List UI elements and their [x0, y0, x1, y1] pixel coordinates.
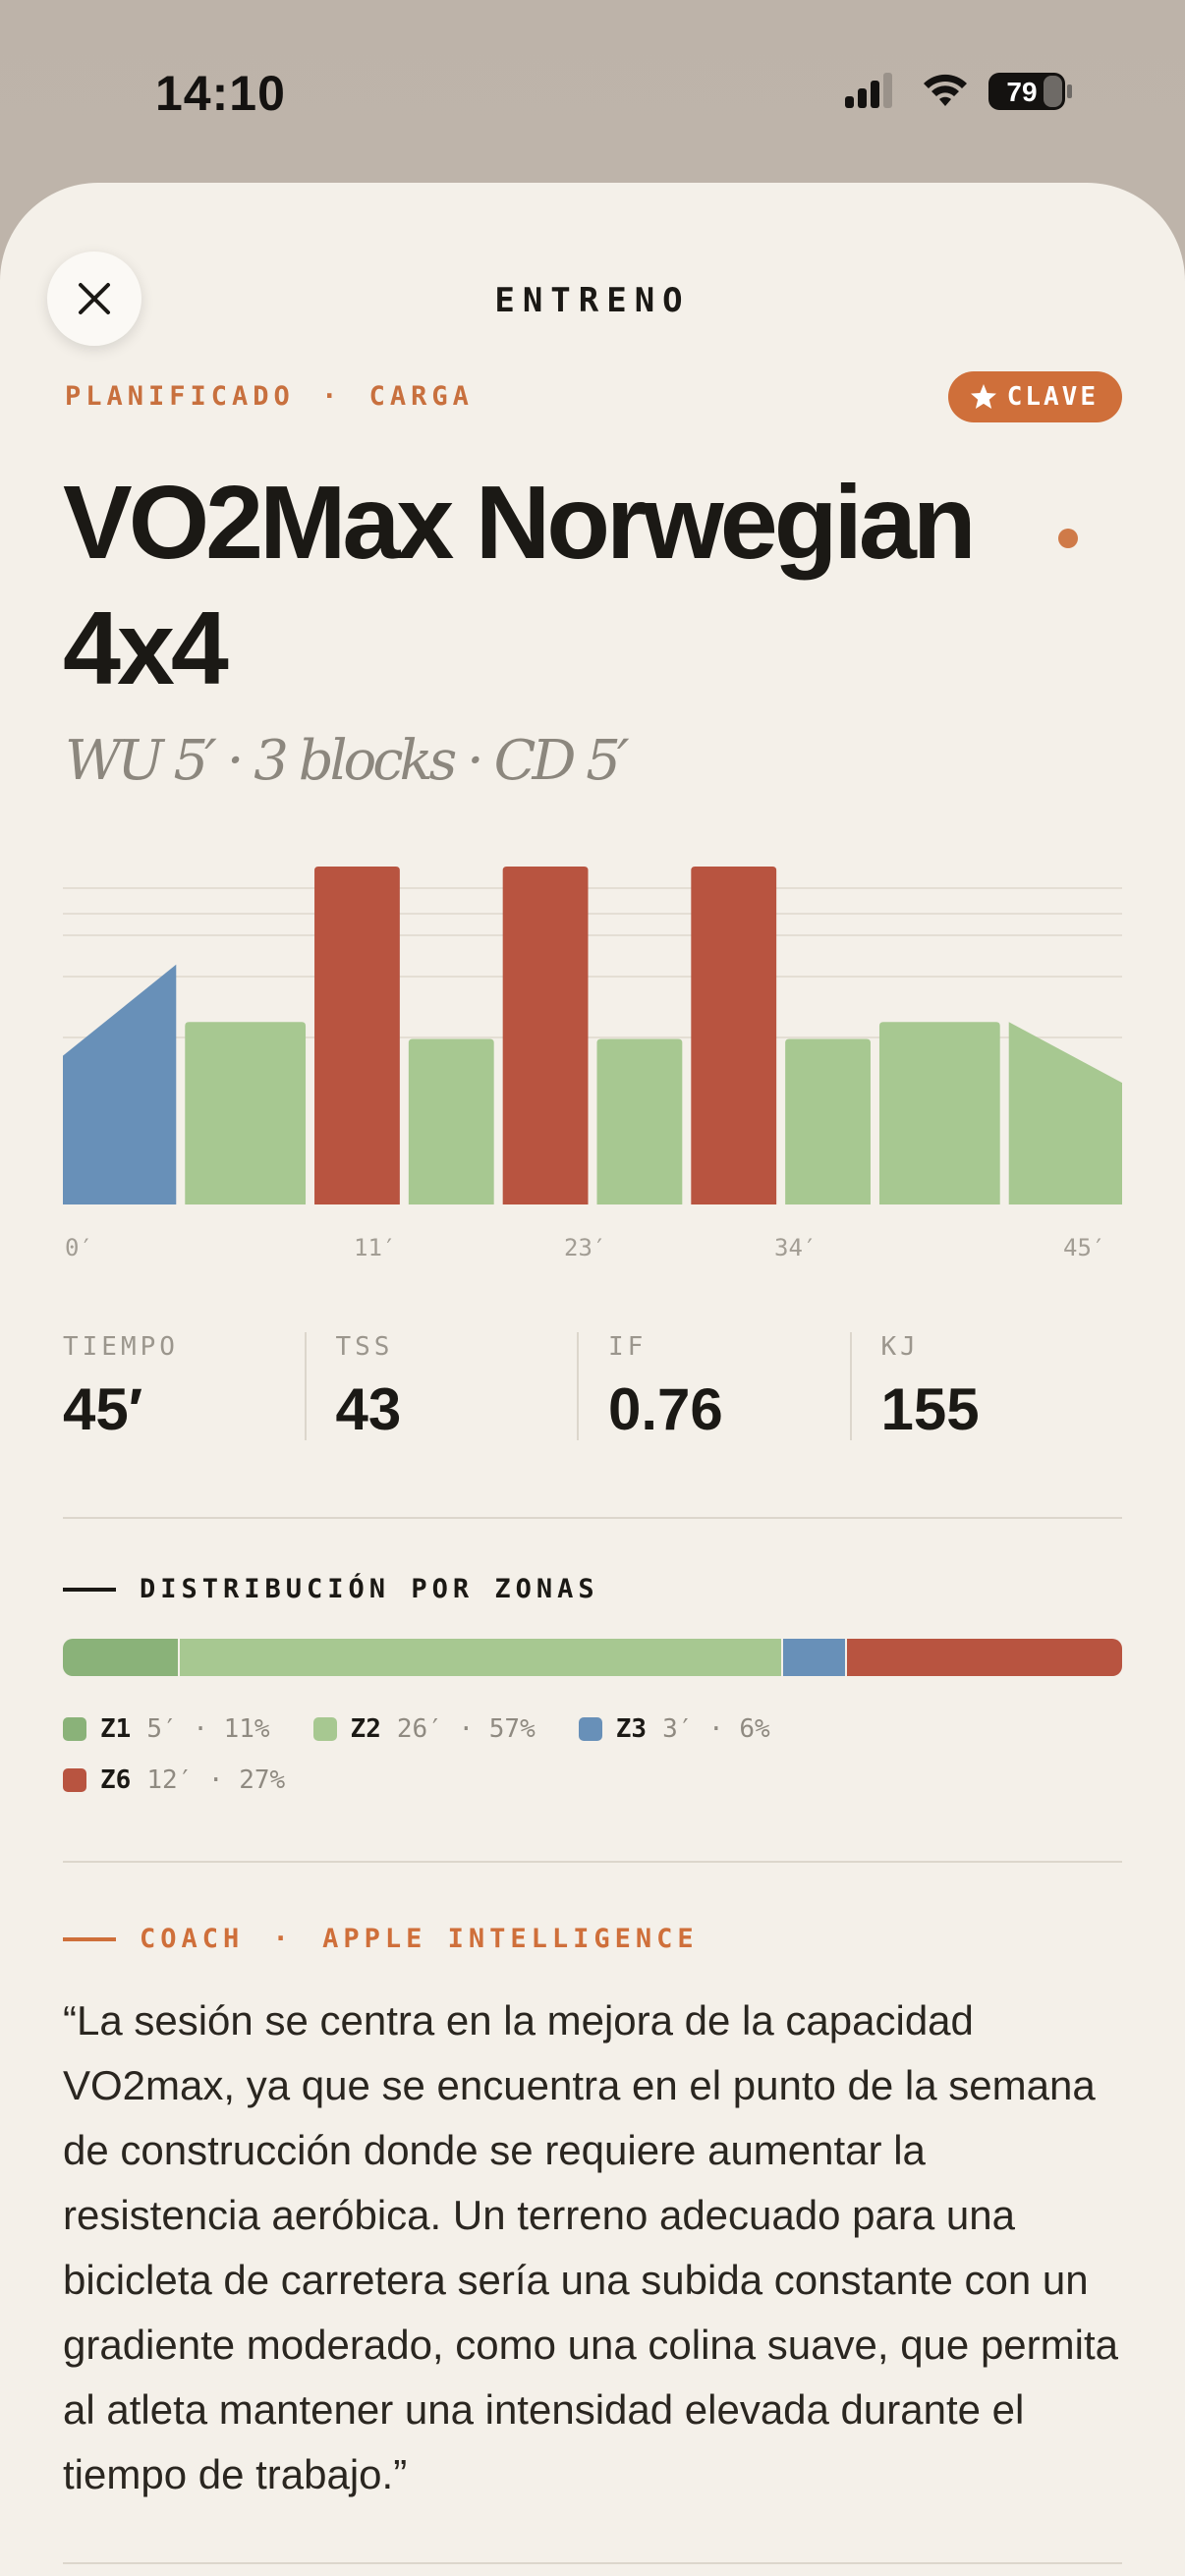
zone-legend: Z1 5′ · 11% Z2 26′ · 57% Z3 3′ · 6% Z6 1… — [63, 1704, 1122, 1806]
stat-value: 45′ — [63, 1376, 143, 1442]
battery-level: 79 — [1006, 77, 1037, 107]
legend-code: Z3 — [615, 1714, 648, 1744]
legend-swatch — [578, 1717, 602, 1741]
legend-row: Z1 5′ · 11% Z2 26′ · 57% Z3 3′ · 6% — [63, 1704, 1122, 1755]
chart-segment-z2 — [408, 1038, 494, 1204]
workout-profile-chart — [63, 867, 1122, 1204]
legend-detail: 3′ · 6% — [662, 1714, 770, 1744]
stat-time: TIEMPO 45′ — [63, 1332, 305, 1442]
chart-segment-z6 — [502, 867, 589, 1204]
chart-x-tick: 11′ — [354, 1234, 397, 1261]
wifi-icon — [924, 74, 967, 106]
chart-segment-z6 — [314, 867, 400, 1204]
legend-code: Z2 — [350, 1714, 381, 1744]
zone-segment-z6 — [846, 1639, 1122, 1676]
stat-value: 0.76 — [608, 1376, 723, 1442]
divider — [63, 1861, 1122, 1863]
legend-detail: 5′ · 11% — [146, 1714, 270, 1744]
legend-code: Z1 — [100, 1714, 132, 1744]
star-icon — [970, 384, 996, 409]
legend-item-z3: Z3 3′ · 6% — [578, 1714, 770, 1744]
cellular-signal-icon — [845, 73, 892, 108]
workout-status: PLANIFICADO — [65, 381, 295, 412]
chart-x-tick: 45′ — [1063, 1234, 1106, 1261]
legend-swatch — [312, 1717, 337, 1741]
stat-label: IF — [608, 1332, 648, 1362]
heading-rule — [63, 1936, 116, 1941]
legend-item-z2: Z2 26′ · 57% — [312, 1714, 536, 1744]
legend-row: Z6 12′ · 27% — [63, 1755, 1122, 1806]
legend-detail: 12′ · 27% — [146, 1765, 286, 1795]
legend-swatch — [63, 1717, 86, 1741]
sheet-title: ENTRENO — [494, 281, 691, 320]
chart-segment-z2 — [878, 1022, 1000, 1204]
divider — [63, 2562, 1122, 2564]
stat-if: IF 0.76 — [577, 1332, 850, 1442]
heading-rule — [63, 1587, 116, 1592]
zone-segment-z2 — [179, 1639, 784, 1676]
chart-segment-z2 — [596, 1038, 683, 1204]
stat-label: TSS — [335, 1332, 394, 1362]
legend-item-z6: Z6 12′ · 27% — [63, 1765, 285, 1795]
badge-label: CLAVE — [1006, 382, 1099, 412]
zone-segment-z1 — [63, 1639, 180, 1676]
workout-title-line1: VO2Max Norwegian — [63, 465, 977, 581]
stat-label: TIEMPO — [63, 1332, 179, 1362]
stat-value: 43 — [335, 1376, 402, 1442]
workout-stats: TIEMPO 45′ TSS 43 IF 0.76 KJ 155 — [63, 1332, 1123, 1442]
stat-tss: TSS 43 — [304, 1332, 578, 1442]
title-accent-dot — [1058, 529, 1078, 548]
chart-segment-z3 — [63, 964, 177, 1204]
workout-title: VO2Max Norwegian 4x4 — [63, 460, 1124, 711]
zones-title: DISTRIBUCIÓN POR ZONAS — [140, 1574, 599, 1604]
chart-x-tick: 34′ — [774, 1234, 818, 1261]
chart-segment-z2 — [785, 1038, 871, 1204]
eyebrow-separator: · — [321, 381, 343, 412]
divider — [63, 1517, 1122, 1519]
coach-insight-text: “La sesión se centra en la mejora de la … — [63, 1997, 1118, 2497]
coach-heading: COACH · APPLE INTELLIGENCE — [63, 1924, 699, 1954]
coach-separator: · — [272, 1924, 294, 1954]
workout-eyebrow: PLANIFICADO · CARGA — [65, 381, 474, 412]
zone-segment-z3 — [783, 1639, 847, 1676]
legend-item-z1: Z1 5′ · 11% — [63, 1714, 270, 1744]
zones-heading: DISTRIBUCIÓN POR ZONAS — [63, 1574, 599, 1604]
close-icon — [79, 283, 110, 314]
zone-distribution-bar — [63, 1639, 1122, 1676]
battery-icon: 79 — [988, 73, 1072, 110]
status-time: 14:10 — [155, 66, 286, 121]
workout-type: CARGA — [368, 381, 474, 412]
workout-title-line2: 4x4 — [63, 590, 229, 706]
chart-segment-z2 — [1008, 1022, 1122, 1204]
stat-label: KJ — [880, 1332, 920, 1362]
key-workout-badge: CLAVE — [947, 371, 1122, 422]
stat-value: 155 — [880, 1376, 980, 1442]
chart-segment-z6 — [691, 867, 777, 1204]
workout-subtitle: WU 5′ · 3 blocks · CD 5′ — [65, 729, 630, 793]
workout-sheet — [0, 183, 1185, 2576]
legend-code: Z6 — [100, 1765, 132, 1795]
chart-x-tick: 23′ — [564, 1234, 607, 1261]
status-bar: 14:10 79 — [0, 0, 1185, 187]
chart-x-tick: 0′ — [65, 1234, 93, 1261]
status-icons: 79 — [845, 73, 1072, 110]
coach-source: APPLE INTELLIGENCE — [322, 1924, 699, 1954]
legend-detail: 26′ · 57% — [396, 1714, 536, 1744]
close-button[interactable] — [47, 252, 141, 346]
chart-segment-z2 — [185, 1022, 307, 1204]
coach-label: COACH — [140, 1924, 245, 1954]
stat-kj: KJ 155 — [849, 1332, 1123, 1442]
legend-swatch — [63, 1768, 86, 1792]
